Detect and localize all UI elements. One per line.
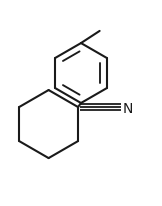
Text: N: N bbox=[122, 102, 133, 116]
